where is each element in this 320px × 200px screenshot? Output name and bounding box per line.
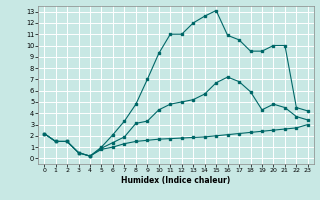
X-axis label: Humidex (Indice chaleur): Humidex (Indice chaleur) — [121, 176, 231, 185]
